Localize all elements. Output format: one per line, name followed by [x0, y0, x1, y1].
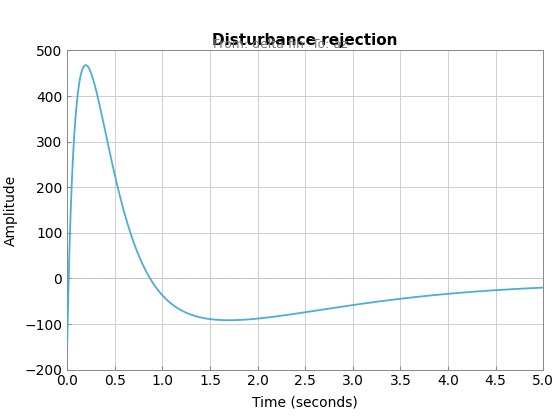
X-axis label: Time (seconds): Time (seconds): [253, 395, 358, 410]
Title: Disturbance rejection: Disturbance rejection: [212, 33, 398, 48]
Text: From: delta fin  To: az: From: delta fin To: az: [213, 38, 347, 51]
Y-axis label: Amplitude: Amplitude: [3, 174, 17, 246]
